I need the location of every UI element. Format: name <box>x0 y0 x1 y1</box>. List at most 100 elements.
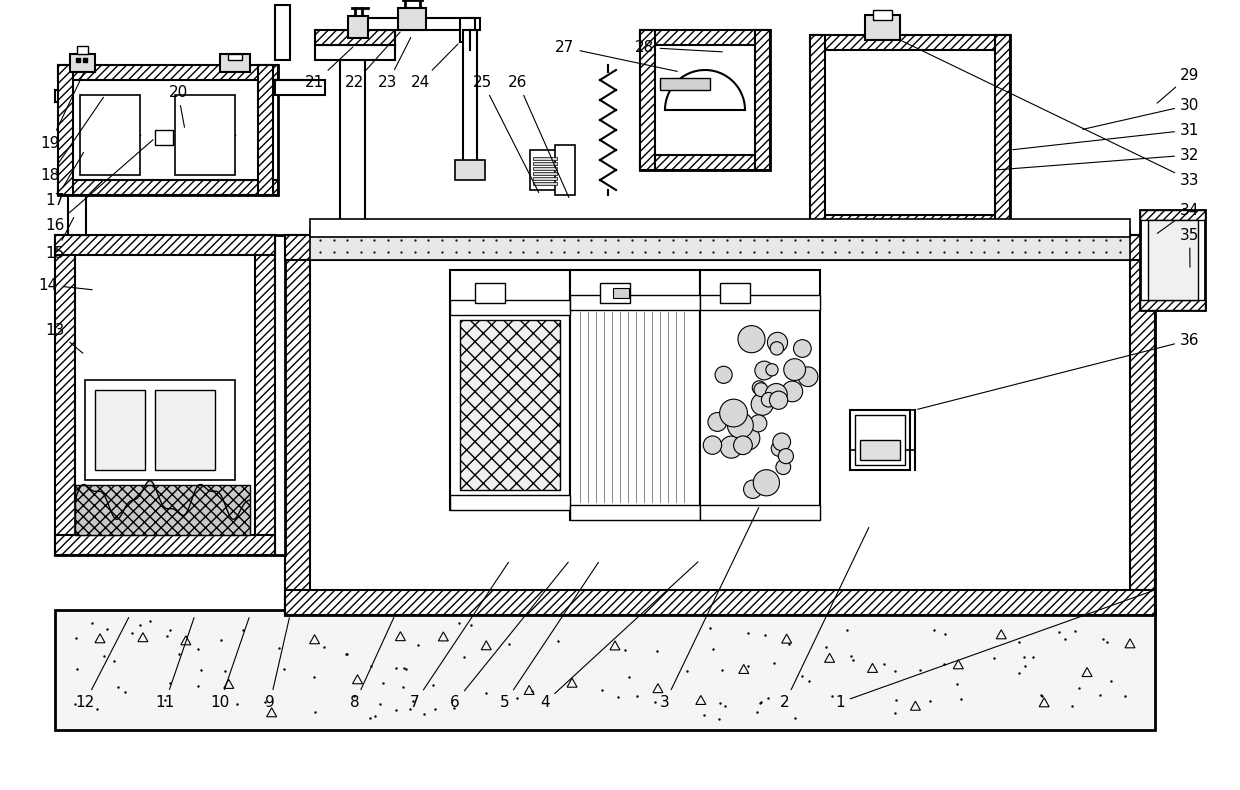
Text: 13: 13 <box>46 322 83 353</box>
Circle shape <box>755 361 774 380</box>
Bar <box>810 35 825 230</box>
Bar <box>74 485 250 535</box>
Bar <box>255 235 275 555</box>
Text: 19: 19 <box>41 73 84 151</box>
Circle shape <box>779 449 794 464</box>
Bar <box>529 150 560 190</box>
Bar <box>58 65 278 80</box>
Bar <box>533 157 557 160</box>
Text: 9: 9 <box>265 618 289 710</box>
Circle shape <box>766 363 779 376</box>
Circle shape <box>754 470 780 496</box>
Text: 1: 1 <box>836 591 1152 710</box>
Text: 28: 28 <box>635 40 722 55</box>
Bar <box>533 177 557 180</box>
Circle shape <box>765 383 787 405</box>
Text: 30: 30 <box>1083 97 1199 130</box>
Circle shape <box>737 427 760 450</box>
Bar <box>701 270 820 520</box>
Bar <box>450 495 570 510</box>
Bar <box>398 8 427 30</box>
Circle shape <box>771 441 787 457</box>
Bar <box>219 54 250 72</box>
Text: 16: 16 <box>46 140 153 232</box>
Bar <box>460 18 475 42</box>
Text: 15: 15 <box>46 217 73 261</box>
Circle shape <box>770 342 784 355</box>
Text: 32: 32 <box>998 148 1199 170</box>
Bar <box>155 130 174 145</box>
Text: 8: 8 <box>350 618 394 710</box>
Bar <box>810 35 1011 50</box>
Bar <box>640 30 770 45</box>
Bar <box>86 380 236 480</box>
Bar <box>640 30 655 170</box>
Text: 7: 7 <box>410 562 508 710</box>
Circle shape <box>715 367 732 383</box>
Circle shape <box>734 436 753 454</box>
Bar <box>701 505 820 520</box>
Text: 35: 35 <box>1180 228 1199 267</box>
Bar <box>315 30 396 45</box>
Bar <box>460 320 560 490</box>
Text: 12: 12 <box>76 618 129 710</box>
Text: 22: 22 <box>346 32 401 90</box>
Text: 26: 26 <box>508 75 569 198</box>
Text: 11: 11 <box>155 618 195 710</box>
Bar <box>68 95 86 235</box>
Circle shape <box>744 480 761 498</box>
Bar <box>340 50 365 235</box>
Bar <box>994 35 1011 230</box>
Bar <box>861 440 900 460</box>
Bar <box>600 283 630 303</box>
Bar <box>856 415 905 465</box>
Bar <box>1140 300 1205 310</box>
Text: 29: 29 <box>1157 67 1199 103</box>
Bar <box>866 15 900 40</box>
Circle shape <box>708 412 727 431</box>
Bar <box>55 235 275 255</box>
Bar <box>849 410 910 470</box>
Bar <box>640 155 770 170</box>
Bar <box>310 230 1130 260</box>
Bar <box>556 145 575 195</box>
Text: 31: 31 <box>1013 122 1199 149</box>
Bar <box>755 30 770 170</box>
Bar <box>55 235 74 555</box>
Bar <box>1140 210 1205 310</box>
Bar <box>613 288 629 298</box>
Circle shape <box>784 359 806 381</box>
Text: 5: 5 <box>500 562 599 710</box>
Bar <box>455 160 485 180</box>
Bar <box>275 80 325 95</box>
Circle shape <box>751 393 774 416</box>
Circle shape <box>782 381 802 402</box>
Bar <box>873 10 892 20</box>
Text: 18: 18 <box>41 97 103 182</box>
Text: 10: 10 <box>211 618 249 710</box>
Bar <box>660 78 711 90</box>
Bar <box>720 283 750 303</box>
Text: 25: 25 <box>474 75 538 193</box>
Bar <box>533 167 557 170</box>
Bar <box>81 95 140 175</box>
Text: 6: 6 <box>450 562 568 710</box>
Bar <box>360 18 480 30</box>
Bar <box>533 162 557 165</box>
Bar <box>55 235 285 555</box>
Bar <box>175 95 236 175</box>
Bar <box>1148 220 1198 300</box>
Text: 33: 33 <box>903 41 1199 187</box>
Bar <box>58 65 278 195</box>
Bar <box>640 30 770 170</box>
Bar <box>55 535 275 555</box>
Circle shape <box>753 381 766 395</box>
Bar <box>275 5 290 60</box>
Bar <box>55 90 100 102</box>
Circle shape <box>799 367 818 386</box>
Bar <box>58 180 278 195</box>
Text: 17: 17 <box>46 152 83 208</box>
Bar <box>463 30 477 170</box>
Text: 20: 20 <box>169 85 187 127</box>
Circle shape <box>703 436 722 454</box>
